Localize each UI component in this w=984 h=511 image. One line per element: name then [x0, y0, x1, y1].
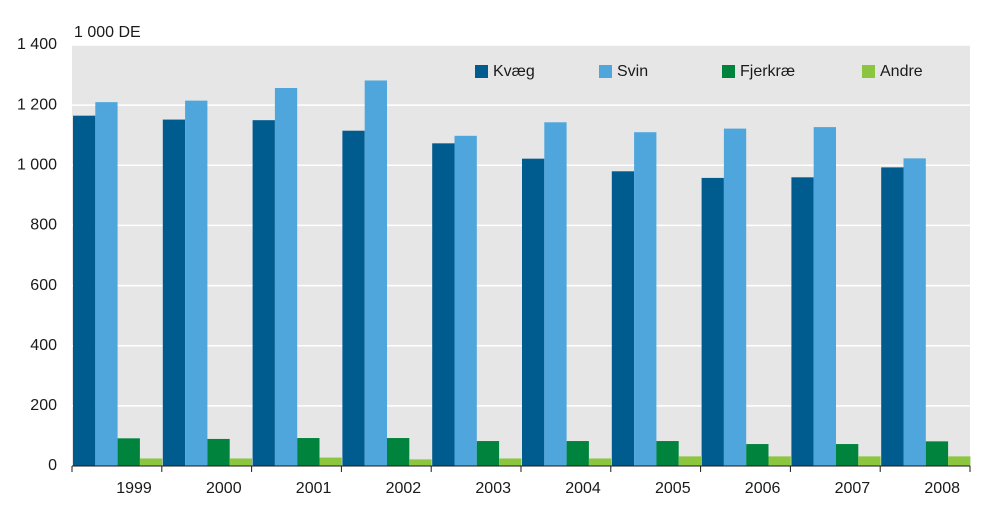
bar — [791, 177, 814, 467]
legend-swatch — [722, 65, 735, 78]
bar — [611, 171, 635, 467]
bar — [858, 456, 881, 466]
bar — [746, 444, 769, 466]
legend-label: Svin — [617, 63, 648, 80]
bar — [566, 441, 589, 466]
bar — [522, 158, 545, 467]
bar — [274, 88, 298, 467]
y-tick-label: 800 — [30, 217, 57, 234]
bar — [499, 458, 522, 466]
bar — [813, 127, 836, 466]
legend-label: Andre — [880, 63, 923, 80]
bar — [476, 441, 500, 466]
bar — [432, 143, 455, 467]
y-tick-label: 0 — [48, 457, 57, 474]
x-tick-label: 1999 — [116, 480, 152, 497]
x-tick-label: 2003 — [475, 480, 511, 497]
bar — [678, 456, 701, 466]
bar — [723, 128, 747, 466]
bar — [634, 132, 657, 466]
bar — [297, 438, 320, 466]
y-tick-label: 400 — [30, 337, 57, 354]
bar — [903, 158, 926, 466]
legend-label: Fjerkræ — [740, 63, 795, 80]
y-tick-label: 1 200 — [17, 96, 57, 113]
bar — [836, 444, 859, 466]
bar — [454, 135, 477, 466]
bar — [925, 441, 949, 466]
bar — [544, 122, 567, 466]
x-tick-label: 2001 — [296, 480, 332, 497]
y-tick-label: 1 400 — [17, 36, 57, 53]
bar — [701, 177, 724, 466]
bar — [409, 459, 432, 466]
x-tick-label: 2006 — [745, 480, 781, 497]
bar — [319, 457, 342, 466]
y-tick-label: 200 — [30, 397, 57, 414]
bar — [162, 119, 186, 466]
bar — [342, 130, 365, 467]
y-tick-label: 1 000 — [17, 157, 57, 174]
y-axis-label: 1 000 DE — [74, 24, 141, 41]
bar — [387, 438, 410, 466]
bar — [139, 458, 163, 466]
bar — [117, 438, 140, 466]
bar — [207, 438, 230, 466]
x-tick-label: 2008 — [924, 480, 960, 497]
x-tick-label: 2004 — [565, 480, 601, 497]
x-tick-label: 2007 — [835, 480, 871, 497]
bar — [252, 120, 275, 466]
x-tick-label: 2005 — [655, 480, 691, 497]
bar — [229, 458, 252, 466]
bar — [588, 458, 612, 466]
x-tick-label: 2002 — [386, 480, 422, 497]
y-tick-label: 600 — [30, 277, 57, 294]
legend-swatch — [475, 65, 488, 78]
bar — [364, 80, 387, 466]
legend-label: Kvæg — [493, 63, 535, 80]
bar — [95, 102, 118, 466]
legend-swatch — [862, 65, 875, 78]
bar — [73, 115, 96, 467]
bar — [656, 441, 679, 466]
bar — [185, 100, 208, 466]
bar — [948, 456, 971, 466]
x-tick-label: 2000 — [206, 480, 242, 497]
legend-swatch — [599, 65, 612, 78]
bar — [768, 456, 791, 466]
bar — [881, 167, 904, 466]
